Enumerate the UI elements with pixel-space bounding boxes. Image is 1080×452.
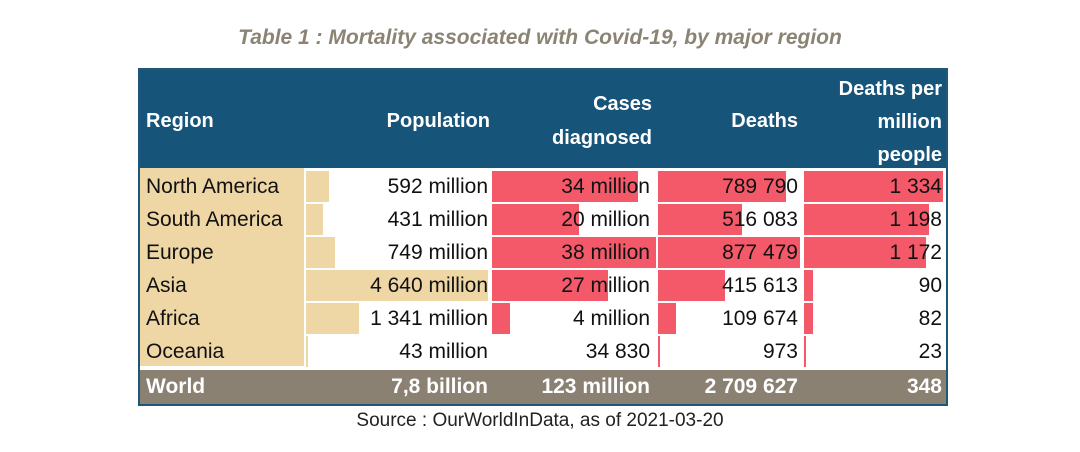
deaths-per-million-bar <box>804 237 926 268</box>
population-cell: 749 million <box>387 241 488 264</box>
deaths-cell: 516 083 <box>722 208 798 231</box>
population-cell: 4 640 million <box>370 274 488 297</box>
population-bar <box>306 204 323 235</box>
table-row: Europe 749 million 38 million 877 479 1 172 <box>140 236 946 269</box>
cases-cell: 4 million <box>572 307 650 330</box>
region-cell: North America <box>146 175 280 198</box>
header-cases-line1: Cases <box>593 93 652 115</box>
deaths-per-million-bar <box>804 171 943 202</box>
cases-bar <box>492 270 608 301</box>
deaths-bar <box>658 237 800 268</box>
population-bar <box>306 237 335 268</box>
deaths-per-million-bar <box>804 270 813 301</box>
header-population: Population <box>386 110 490 132</box>
world-total-row: World 7,8 billion 123 million 2 709 627 … <box>140 370 946 404</box>
cases-cell: 27 million <box>561 274 650 297</box>
header-dpm-line3: people <box>877 144 942 166</box>
deaths-bar <box>658 204 742 235</box>
source-note: Source : OurWorldInData, as of 2021-03-2… <box>356 410 724 431</box>
deaths-per-million-cell: 23 <box>918 340 942 363</box>
deaths-bar <box>658 270 725 301</box>
header-deaths: Deaths <box>731 110 798 132</box>
population-bar <box>306 171 329 202</box>
population-cell: 1 341 million <box>370 307 488 330</box>
population-cell: 431 million <box>387 208 488 231</box>
cases-bar <box>492 204 579 235</box>
deaths-cell: 415 613 <box>722 274 798 297</box>
deaths-per-million-cell: 82 <box>918 307 942 330</box>
deaths-per-million-bar <box>804 303 813 334</box>
region-column-bg <box>140 168 304 366</box>
population-cell: 592 million <box>387 175 488 198</box>
region-cell: Africa <box>146 307 200 330</box>
deaths-bar <box>658 303 676 334</box>
deaths-bar <box>658 336 660 367</box>
population-cell: 43 million <box>399 340 488 363</box>
deaths-cell: 877 479 <box>722 241 798 264</box>
cases-cell: 38 million <box>561 241 650 264</box>
header-dpm-line2: million <box>877 111 942 133</box>
cases-cell: 34 million <box>561 175 650 198</box>
table-row: Asia 4 640 million 27 million 415 613 90 <box>140 269 946 302</box>
table-row: North America 592 million 34 million 789 79… <box>140 170 946 203</box>
deaths-bar <box>658 171 786 202</box>
cases-bar <box>492 171 638 202</box>
region-cell: South America <box>146 208 283 231</box>
table-row: Oceania 43 million 34 830 973 23 <box>140 335 946 368</box>
population-bar <box>306 270 488 301</box>
deaths-per-million-cell: 1 172 <box>889 241 942 264</box>
deaths-cell: 109 674 <box>722 307 798 330</box>
header-dpm-line1: Deaths per <box>838 78 942 100</box>
world-cases: 123 million <box>541 375 650 398</box>
region-cell: Europe <box>146 241 214 264</box>
region-cell: Asia <box>146 274 187 297</box>
deaths-per-million-cell: 90 <box>918 274 942 297</box>
table-row: South America 431 million 20 million 516 08… <box>140 203 946 236</box>
deaths-per-million-cell: 1 334 <box>889 175 942 198</box>
population-bar <box>306 336 308 367</box>
deaths-cell: 789 790 <box>722 175 798 198</box>
deaths-cell: 973 <box>762 340 798 363</box>
world-label: World <box>146 375 206 398</box>
deaths-per-million-bar <box>804 336 806 367</box>
table-row: Africa 1 341 million 4 million 109 674 82 <box>140 302 946 335</box>
world-population: 7,8 billion <box>391 375 488 398</box>
world-deaths: 2 709 627 <box>704 375 798 398</box>
cases-bar <box>492 303 510 334</box>
population-bar <box>306 303 359 334</box>
mortality-table: Region Population Cases diagnosed Deaths… <box>138 68 948 406</box>
header-cases-line2: diagnosed <box>551 127 652 149</box>
table-header: Region Population Cases diagnosed Deaths… <box>140 70 946 168</box>
cases-cell: 34 830 <box>585 340 650 363</box>
deaths-per-million-bar <box>804 204 929 235</box>
table-title: Table 1 : Mortality associated with Covi… <box>238 26 842 49</box>
header-region: Region <box>146 110 214 132</box>
cases-cell: 20 million <box>561 208 650 231</box>
cases-bar <box>492 237 656 268</box>
region-cell: Oceania <box>146 340 225 363</box>
world-deaths-per-million: 348 <box>906 375 942 398</box>
deaths-per-million-cell: 1 198 <box>889 208 942 231</box>
